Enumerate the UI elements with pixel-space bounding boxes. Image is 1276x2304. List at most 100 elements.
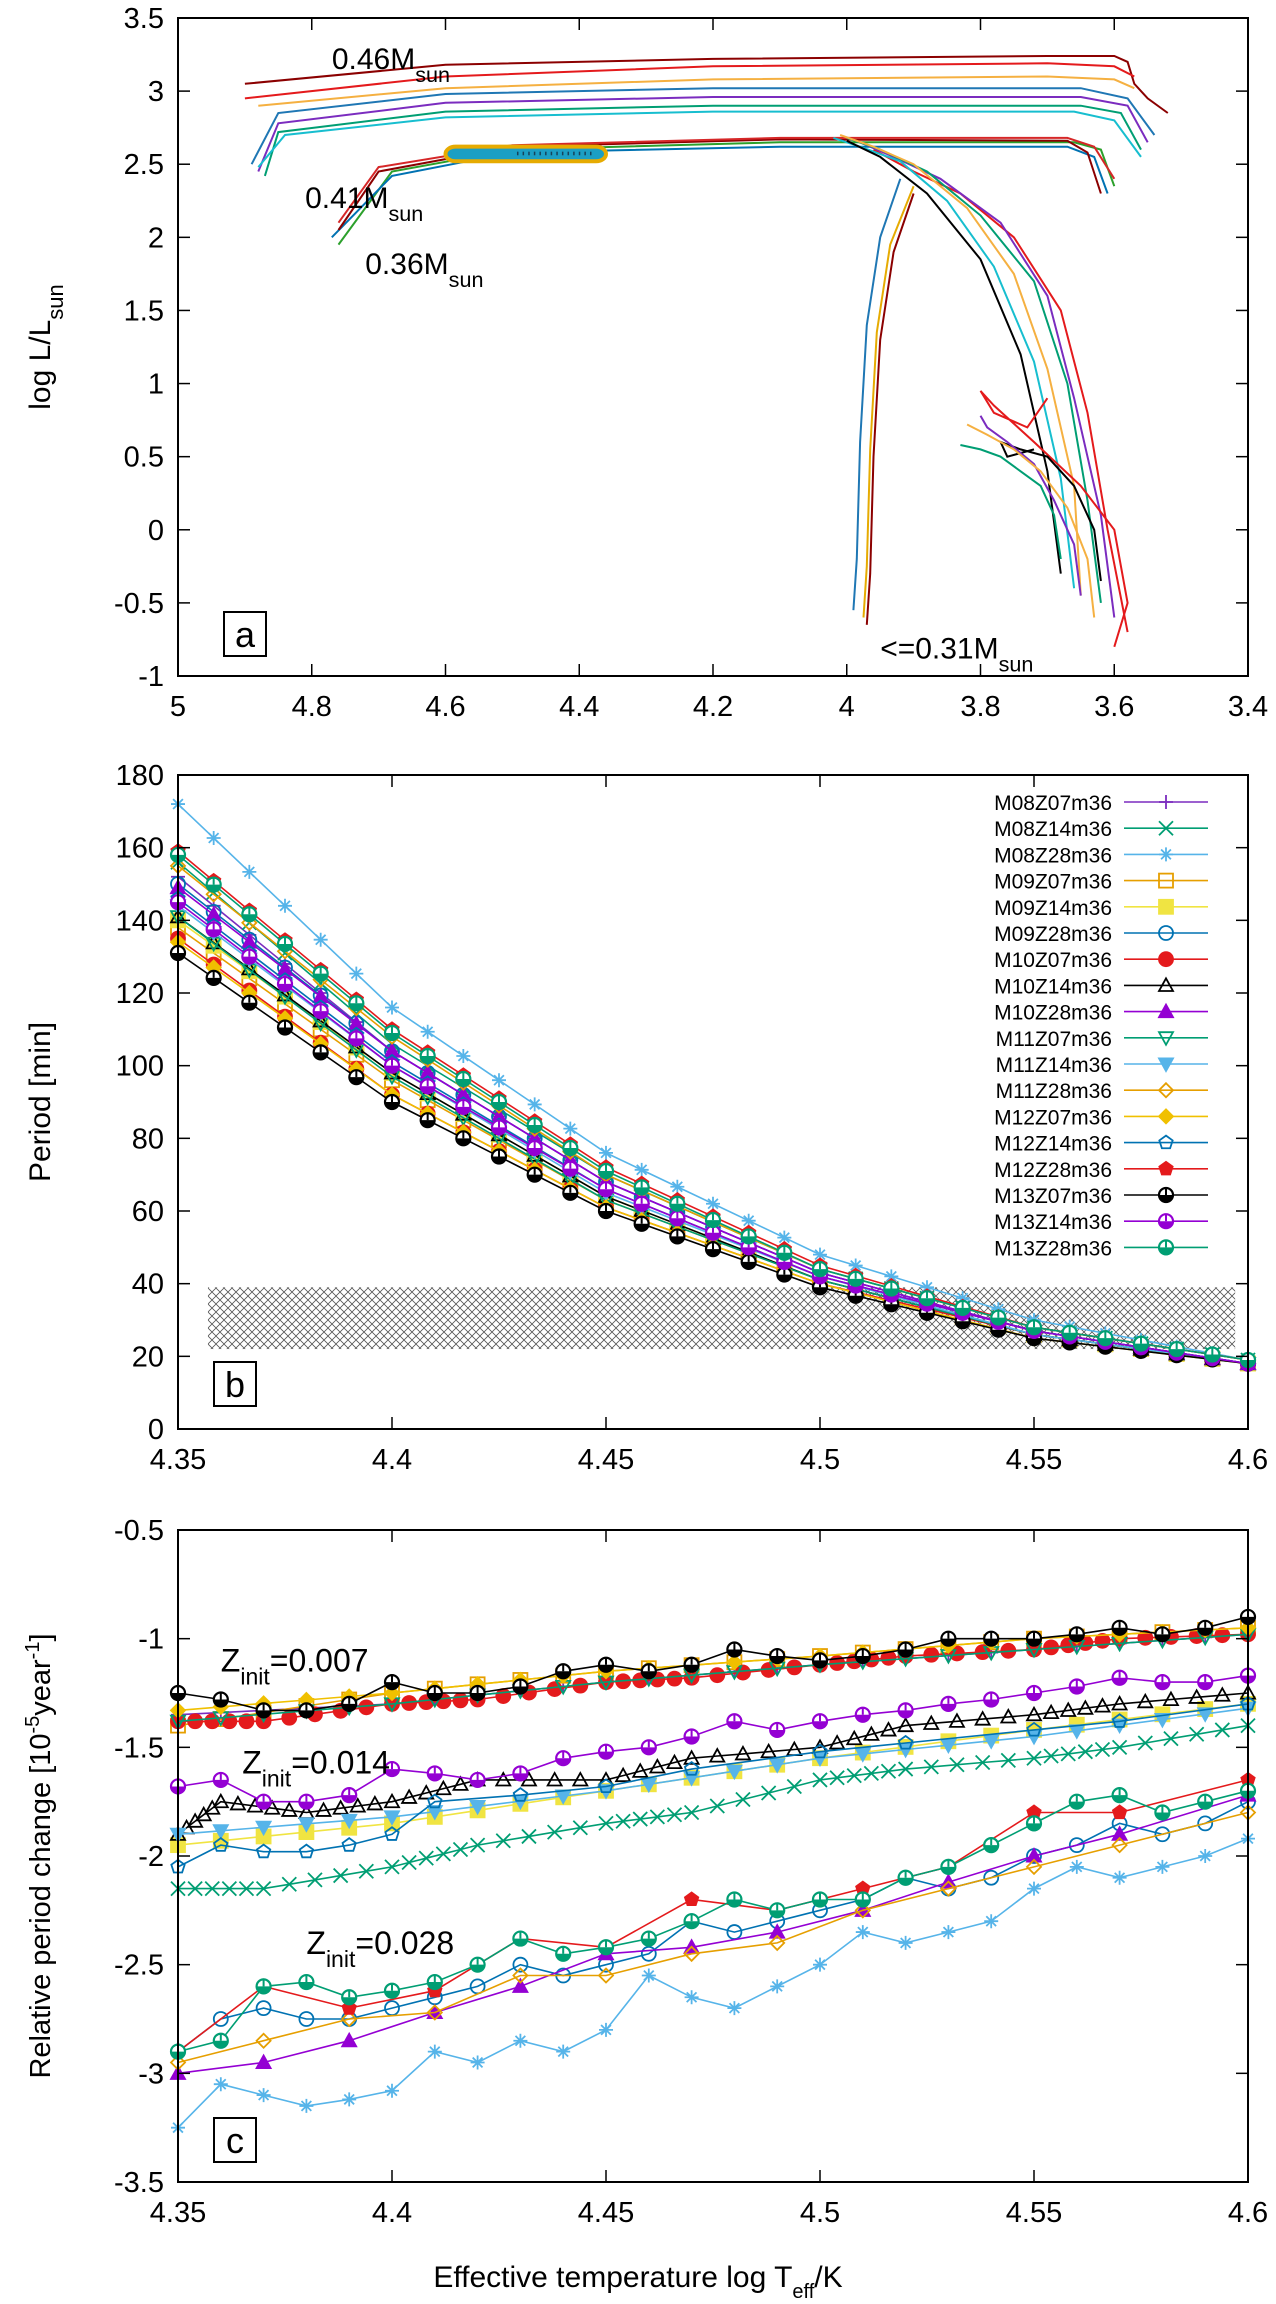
data-point-fill	[342, 1703, 357, 1711]
data-point	[420, 1024, 435, 1039]
data-point	[640, 1777, 658, 1794]
mass-annotation-main: <=0.31M	[880, 632, 998, 665]
data-point-fill	[427, 1773, 442, 1781]
data-point	[1157, 976, 1175, 992]
data-point	[598, 1815, 614, 1832]
data-point-fill	[385, 1032, 399, 1040]
data-point-fill	[563, 1148, 578, 1156]
data-point-fill	[1155, 1682, 1170, 1690]
data-point-fill	[884, 1304, 899, 1312]
data-point	[631, 1762, 649, 1778]
data-point	[212, 2011, 229, 2027]
observed-period-band	[207, 1287, 1236, 1350]
legend: M08Z07m36 M08Z14m36 M08Z28m36 M09Z07m36 M09Z…	[994, 792, 1208, 1260]
data-point	[726, 1653, 743, 1671]
series-line	[177, 1790, 1249, 2053]
data-point	[983, 1869, 1000, 1886]
data-point-fill	[563, 1168, 578, 1176]
y-axis-label-sub: sun	[43, 284, 68, 319]
data-point-fill	[599, 1664, 613, 1672]
data-point	[255, 1843, 272, 1859]
series-line	[862, 185, 915, 618]
series-line	[839, 134, 1082, 596]
data-point	[984, 1914, 999, 1929]
y-tick-label: -2	[138, 1841, 164, 1873]
mass-annotation-main: 0.36M	[365, 248, 448, 281]
data-point	[1025, 1858, 1043, 1876]
data-point	[1111, 1825, 1129, 1841]
series-line	[257, 110, 1142, 168]
y-axis-label-tail: ]	[25, 1633, 57, 1641]
data-point-fill	[991, 1329, 1006, 1337]
data-point	[1157, 1108, 1175, 1125]
data-point	[735, 1791, 751, 1808]
data-point	[884, 1269, 899, 1284]
x-tick-label: 4.35	[150, 1444, 206, 1476]
data-point-fill	[299, 1982, 314, 1990]
data-point-fill	[741, 1236, 756, 1244]
series-line	[979, 390, 1129, 648]
data-point	[683, 1891, 700, 1907]
data-point	[599, 2022, 613, 2037]
data-point	[862, 1725, 880, 1741]
series-line	[177, 1707, 1249, 1836]
data-point-fill	[684, 1921, 699, 1929]
series-line	[258, 75, 1135, 107]
series-line	[833, 136, 1076, 589]
data-point	[255, 2032, 272, 2050]
data-point-fill	[213, 2040, 228, 2048]
data-point-fill	[684, 1736, 699, 1744]
data-point	[495, 1833, 511, 1849]
series-line	[998, 440, 1102, 582]
data-point	[299, 2098, 314, 2113]
data-point-fill	[1159, 1247, 1173, 1255]
data-point	[340, 1813, 358, 1830]
mass-annotation: 0.46Msun	[332, 43, 450, 87]
data-point	[205, 906, 223, 922]
data-point	[813, 1957, 827, 1972]
data-point-fill	[385, 1682, 399, 1690]
data-point-fill	[427, 1982, 442, 1990]
data-point-fill	[242, 914, 257, 922]
legend-label: M12Z28m36	[994, 1159, 1112, 1182]
band-region	[443, 144, 608, 164]
data-point-fill	[256, 1986, 271, 1994]
data-point	[898, 1935, 913, 1950]
data-point-fill	[1069, 1686, 1084, 1694]
data-point	[333, 1867, 349, 1884]
data-point-fill	[898, 1877, 913, 1885]
data-point	[708, 1747, 726, 1763]
mass-annotation-sub: sun	[415, 62, 450, 87]
data-point	[1059, 1701, 1077, 1717]
x-tick-label: 4.55	[1006, 1444, 1062, 1476]
y-tick-label: 20	[132, 1341, 164, 1373]
data-point	[426, 2004, 444, 2021]
data-point	[383, 1042, 401, 1058]
data-point	[811, 1751, 829, 1768]
data-point-fill	[634, 1187, 649, 1195]
data-point	[813, 1247, 827, 1262]
data-point-fill	[206, 977, 221, 985]
y-axis-label: Period [min]	[24, 1022, 57, 1182]
data-point	[1158, 925, 1174, 941]
x-tick-label: 3.6	[1094, 691, 1134, 723]
series-line	[337, 141, 1116, 246]
data-point	[670, 1179, 685, 1194]
data-point	[666, 1670, 683, 1687]
data-point	[941, 1925, 956, 1940]
data-point	[1111, 1739, 1128, 1755]
data-point	[546, 1771, 564, 1787]
data-point	[1158, 872, 1174, 889]
y-tick-label: 0	[148, 1414, 164, 1446]
x-tick-label: 4.55	[1006, 2197, 1062, 2229]
data-point	[1159, 847, 1173, 862]
data-point	[401, 1854, 417, 1871]
data-point-fill	[855, 1899, 870, 1907]
metallicity-annotation: Zinit=0.014	[242, 1744, 390, 1791]
data-point	[213, 2077, 228, 2092]
data-point	[1158, 898, 1174, 915]
data-point	[599, 1145, 613, 1160]
plot-frame	[177, 1529, 1249, 2183]
data-point	[1112, 1870, 1127, 1885]
series-line	[846, 136, 1102, 604]
